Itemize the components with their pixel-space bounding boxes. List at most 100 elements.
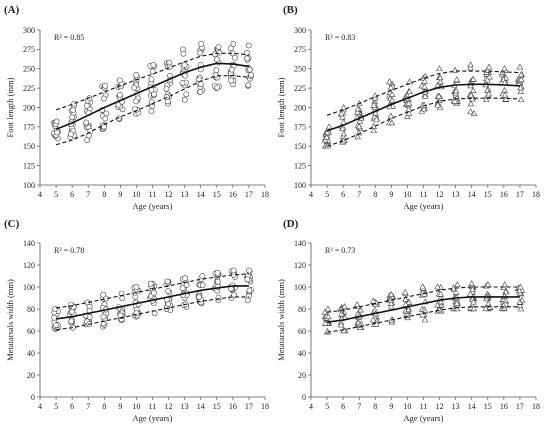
x-tick-label: 6 <box>70 190 74 199</box>
data-point <box>516 298 524 305</box>
y-axis-title: Metatarsals width (mm) <box>5 279 15 361</box>
data-point <box>401 288 409 295</box>
data-point <box>354 133 361 140</box>
y-tick-label: 20 <box>298 371 306 380</box>
data-point <box>70 107 76 113</box>
data-point <box>54 129 60 136</box>
data-point <box>340 130 348 137</box>
data-point <box>324 327 331 334</box>
data-point <box>231 292 238 298</box>
data-point <box>451 97 459 104</box>
panel-label: (B) <box>283 4 298 16</box>
y-tick-label: 100 <box>23 283 35 292</box>
data-point <box>420 105 428 112</box>
y-tick-label: 225 <box>294 84 306 93</box>
lower-bound-line <box>327 306 520 333</box>
x-tick-label: 16 <box>229 190 237 199</box>
chart-panel-4: (D) 0 20 40 60 80 100 120 140 4 5 6 7 8 9 10 11 12 13 14 15 1… <box>276 218 540 423</box>
data-point <box>149 68 156 75</box>
data-point <box>133 98 139 105</box>
fit-line <box>326 83 520 132</box>
data-point <box>467 64 474 71</box>
data-point <box>436 74 444 81</box>
upper-bound-line <box>56 273 249 309</box>
data-point <box>244 276 251 283</box>
data-point <box>71 100 78 107</box>
data-point <box>325 123 333 130</box>
x-tick-label: 18 <box>261 402 269 411</box>
data-point <box>322 319 329 326</box>
data-point <box>354 105 362 112</box>
data-point <box>86 314 93 321</box>
data-point <box>419 283 426 290</box>
data-point <box>405 105 413 112</box>
y-tick-label: 175 <box>23 123 35 132</box>
data-point <box>454 281 461 288</box>
data-point <box>405 100 413 106</box>
x-axis-title: Age (years) <box>133 201 173 211</box>
data-point <box>516 287 523 294</box>
x-tick-label: 7 <box>357 190 361 199</box>
data-point <box>100 291 107 298</box>
y-tick-label: 150 <box>294 142 306 151</box>
data-point <box>468 280 475 287</box>
data-point <box>453 299 461 306</box>
data-point <box>324 305 332 312</box>
data-point <box>245 42 252 49</box>
x-tick-label: 9 <box>118 402 122 411</box>
y-tick-label: 60 <box>298 327 306 336</box>
x-tick-label: 4 <box>38 190 42 199</box>
x-tick-label: 4 <box>38 402 42 411</box>
x-tick-label: 7 <box>357 402 361 411</box>
y-tick-label: 100 <box>23 181 35 190</box>
data-point <box>133 72 140 78</box>
data-point <box>198 41 205 47</box>
data-point <box>434 301 441 308</box>
data-point <box>373 115 380 122</box>
data-point <box>100 313 107 320</box>
lower-bound-line <box>56 296 249 331</box>
data-point <box>244 55 250 62</box>
data-point <box>51 314 58 321</box>
x-tick-label: 15 <box>484 190 492 199</box>
data-point <box>388 96 396 103</box>
x-tick-label: 18 <box>532 402 540 411</box>
y-tick-label: 60 <box>27 327 35 336</box>
x-tick-label: 13 <box>452 402 460 411</box>
x-tick-label: 6 <box>341 402 345 411</box>
data-point <box>517 88 525 94</box>
data-point <box>437 298 445 305</box>
y-tick-label: 225 <box>23 84 35 93</box>
data-point <box>405 109 413 116</box>
data-point <box>83 119 90 126</box>
data-point <box>387 112 395 119</box>
x-tick-label: 16 <box>500 190 508 199</box>
data-point <box>388 303 395 310</box>
x-tick-label: 8 <box>373 190 377 199</box>
y-tick-label: 250 <box>294 65 306 74</box>
x-tick-label: 9 <box>389 402 393 411</box>
lower-bound-line <box>326 97 520 147</box>
data-point <box>517 305 525 312</box>
data-point <box>501 91 509 98</box>
y-axis-title: Foot length (mm) <box>276 77 286 137</box>
data-point <box>103 110 110 117</box>
y-tick-label: 40 <box>27 349 35 358</box>
x-tick-label: 6 <box>70 402 74 411</box>
y-tick-label: 80 <box>27 305 35 314</box>
data-point <box>117 91 123 98</box>
data-point <box>341 303 348 310</box>
data-point <box>388 119 396 126</box>
panel-label: (C) <box>4 218 20 230</box>
data-point <box>230 41 237 47</box>
data-point <box>371 92 379 99</box>
data-point <box>467 82 474 89</box>
data-point <box>213 67 220 74</box>
data-point <box>197 49 204 56</box>
x-tick-label: 4 <box>309 190 313 199</box>
data-point <box>215 44 222 50</box>
y-tick-label: 120 <box>23 261 35 270</box>
x-tick-label: 14 <box>468 190 476 199</box>
data-point <box>421 92 429 99</box>
